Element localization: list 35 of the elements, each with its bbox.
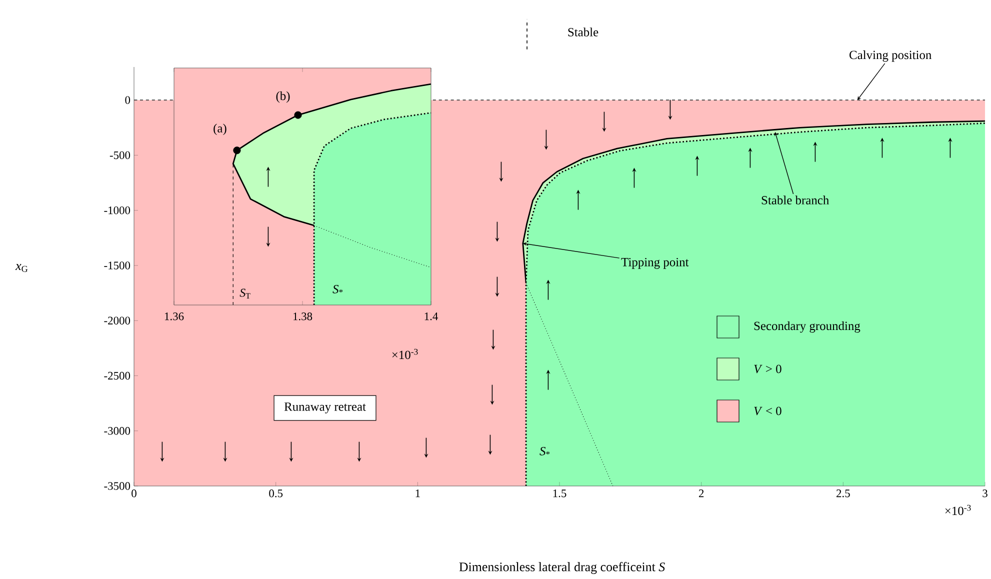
x-tick-label: 2.5: [836, 490, 850, 498]
y-tick-label: -3000: [104, 427, 130, 435]
text: Stable: [568, 28, 598, 36]
x-axis-title: Dimensionless lateral drag coefficeint S: [459, 562, 665, 574]
annotation: Runaway retreat: [284, 402, 366, 414]
annotation: S$_{*}$: [332, 284, 343, 294]
annotation: Tipping point: [621, 258, 689, 269]
x-tick-label: 1: [416, 490, 420, 498]
y-tick-label: -1000: [104, 206, 130, 214]
legend-label: Secondary grounding: [754, 321, 860, 333]
y-tick-label: -2500: [104, 372, 130, 380]
x-tick-label: 1.4: [424, 312, 438, 320]
y-tick-label: -3500: [104, 482, 130, 490]
annotation: Stable branch: [762, 196, 829, 204]
annotation: Calving position: [850, 50, 932, 62]
band-label: V < 0: [754, 406, 782, 416]
annotation: ×10$^{-3}$: [392, 348, 418, 360]
y-tick-label: -500: [110, 151, 130, 160]
x-tick-label: 1.36: [164, 312, 184, 320]
x-tick-label: 0.5: [269, 490, 283, 498]
x-tick-label: 0: [132, 490, 136, 498]
y-tick-label: -2000: [104, 316, 130, 324]
y-tick-label: 0: [125, 96, 130, 104]
x-tick-label: 1.38: [293, 312, 312, 320]
text: ×10$^{-3}$: [945, 504, 971, 516]
x-tick-label: 1.5: [553, 490, 566, 498]
annotation: S$_{*}$: [540, 446, 550, 456]
x-tick-label: 3: [982, 490, 988, 498]
y-axis-title: x$_{G}$: [15, 264, 28, 272]
annotation: (a): [214, 124, 226, 136]
series-label: S$_{T}$: [240, 288, 250, 298]
y-tick-label: -1500: [104, 262, 130, 270]
x-tick-label: 2: [698, 490, 704, 498]
legend-label: V > 0: [754, 364, 782, 374]
annotation: (b): [276, 91, 290, 103]
